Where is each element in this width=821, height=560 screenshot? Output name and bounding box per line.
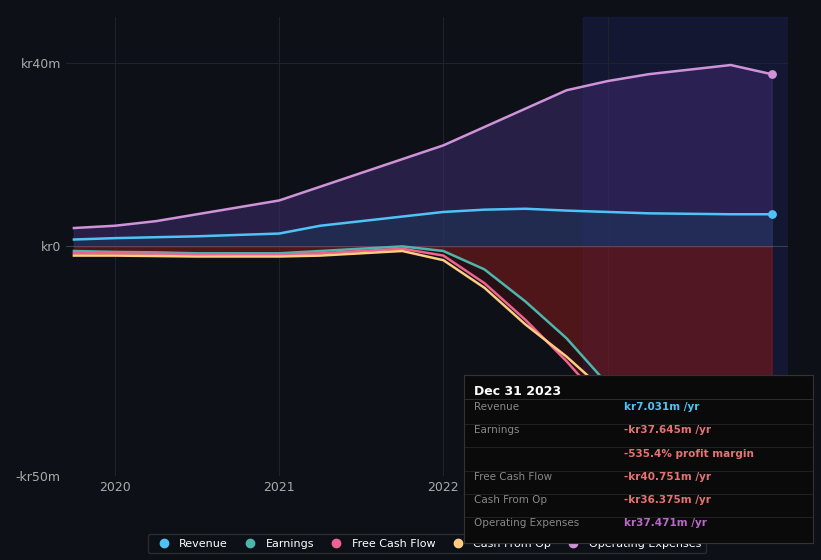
- Point: [765, 430, 778, 438]
- Text: -535.4% profit margin: -535.4% profit margin: [624, 449, 754, 459]
- Point: [765, 414, 778, 423]
- Point: [765, 409, 778, 418]
- Text: kr7.031m /yr: kr7.031m /yr: [624, 402, 699, 412]
- Text: Earnings: Earnings: [475, 426, 520, 435]
- Text: -kr36.375m /yr: -kr36.375m /yr: [624, 495, 711, 505]
- Text: Revenue: Revenue: [475, 402, 520, 412]
- Text: Dec 31 2023: Dec 31 2023: [475, 385, 562, 398]
- Point: [765, 70, 778, 79]
- Bar: [583, 17, 788, 476]
- Text: -kr40.751m /yr: -kr40.751m /yr: [624, 472, 711, 482]
- Text: kr37.471m /yr: kr37.471m /yr: [624, 519, 707, 528]
- Text: Free Cash Flow: Free Cash Flow: [475, 472, 553, 482]
- Legend: Revenue, Earnings, Free Cash Flow, Cash From Op, Operating Expenses: Revenue, Earnings, Free Cash Flow, Cash …: [148, 534, 706, 553]
- Text: Operating Expenses: Operating Expenses: [475, 519, 580, 528]
- Text: Cash From Op: Cash From Op: [475, 495, 548, 505]
- Text: -kr37.645m /yr: -kr37.645m /yr: [624, 426, 711, 435]
- Point: [765, 210, 778, 219]
